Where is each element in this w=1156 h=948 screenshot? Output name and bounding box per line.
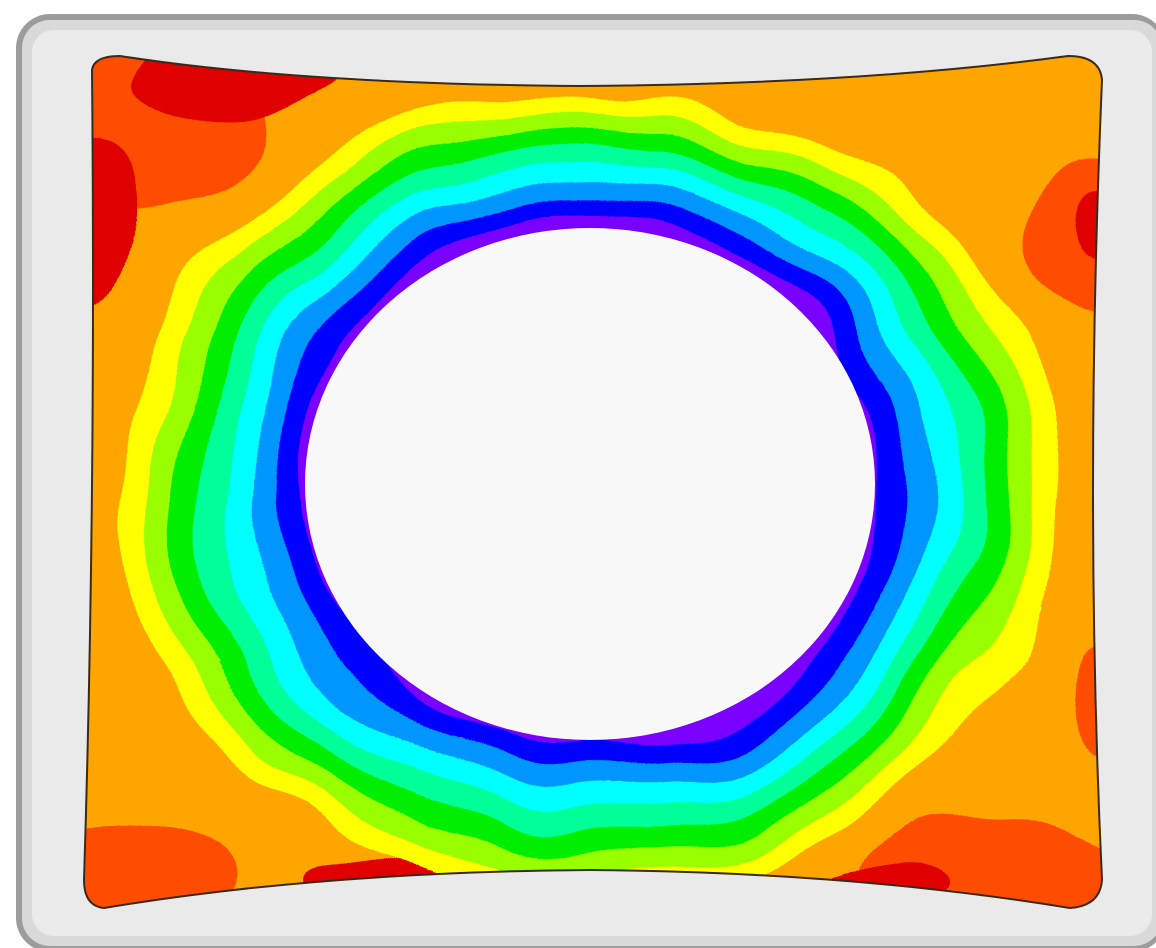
plate-outline: [82, 54, 1104, 910]
center-hole: [305, 228, 875, 740]
hotspot-region: [1073, 195, 1102, 265]
hotspot-region: [84, 610, 120, 710]
hotspot-region: [84, 820, 240, 908]
corner-hotspots: [84, 56, 1102, 908]
hotspot-region: [860, 820, 1102, 908]
